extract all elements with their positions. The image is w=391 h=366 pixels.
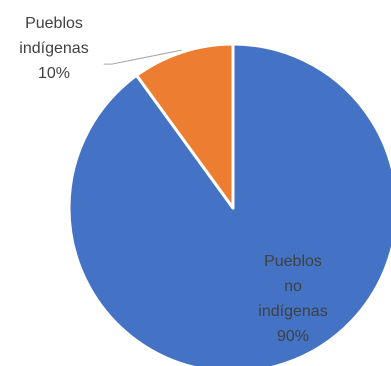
- data-label-percent-1: 90%: [277, 328, 309, 345]
- data-label-name-0: Pueblos: [25, 15, 83, 32]
- data-label-name-1: indígenas: [258, 303, 327, 320]
- data-label-name-0: indígenas: [19, 40, 88, 57]
- leader-line: [103, 49, 182, 65]
- data-label-name-1: no: [284, 278, 302, 295]
- data-label-percent-0: 10%: [38, 65, 70, 82]
- data-label-name-1: Pueblos: [264, 253, 322, 270]
- pie-slice-pueblos-indigenas: [135, 42, 235, 210]
